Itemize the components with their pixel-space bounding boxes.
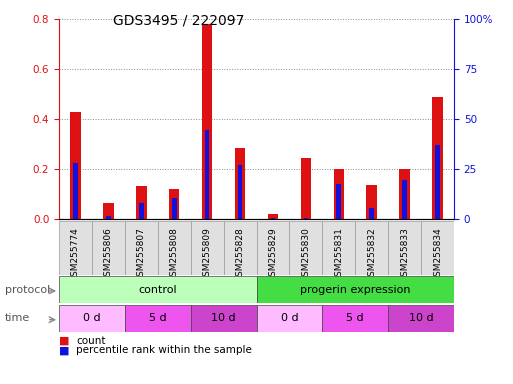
Bar: [106, 217, 111, 219]
Text: 0 d: 0 d: [281, 313, 298, 323]
Bar: [224, 221, 256, 275]
Bar: [59, 276, 256, 303]
Text: GSM255774: GSM255774: [71, 227, 80, 282]
Text: 5 d: 5 d: [346, 313, 364, 323]
Text: GSM255809: GSM255809: [203, 227, 212, 282]
Text: GSM255808: GSM255808: [170, 227, 179, 282]
Text: progerin expression: progerin expression: [300, 285, 410, 295]
Text: 10 d: 10 d: [211, 313, 236, 323]
Text: 5 d: 5 d: [149, 313, 167, 323]
Bar: [399, 169, 410, 219]
Text: count: count: [76, 336, 106, 346]
Bar: [103, 203, 114, 219]
Bar: [59, 221, 92, 275]
Text: GSM255828: GSM255828: [235, 227, 245, 282]
Text: GSM255834: GSM255834: [433, 227, 442, 282]
Bar: [337, 184, 341, 219]
Bar: [322, 221, 355, 275]
Text: protocol: protocol: [5, 285, 50, 295]
Bar: [388, 305, 454, 332]
Bar: [125, 221, 158, 275]
Bar: [333, 169, 344, 219]
Text: GSM255806: GSM255806: [104, 227, 113, 282]
Bar: [256, 305, 322, 332]
Bar: [191, 221, 224, 275]
Text: GSM255830: GSM255830: [301, 227, 310, 282]
Bar: [92, 221, 125, 275]
Bar: [136, 187, 147, 219]
Bar: [256, 276, 454, 303]
Text: 0 d: 0 d: [83, 313, 101, 323]
Bar: [289, 221, 322, 275]
Bar: [402, 180, 407, 219]
Bar: [238, 165, 242, 219]
Bar: [205, 130, 209, 219]
Bar: [369, 208, 374, 219]
Bar: [421, 221, 454, 275]
Bar: [432, 97, 443, 219]
Text: GSM255807: GSM255807: [137, 227, 146, 282]
Text: 10 d: 10 d: [409, 313, 433, 323]
Bar: [202, 24, 212, 219]
Bar: [301, 158, 311, 219]
Text: GSM255831: GSM255831: [334, 227, 343, 282]
Bar: [139, 203, 144, 219]
Bar: [235, 148, 245, 219]
Bar: [191, 305, 256, 332]
Text: GSM255829: GSM255829: [268, 227, 278, 282]
Text: GSM255832: GSM255832: [367, 227, 376, 282]
Bar: [125, 305, 191, 332]
Bar: [271, 218, 275, 219]
Bar: [59, 305, 125, 332]
Text: GDS3495 / 222097: GDS3495 / 222097: [113, 13, 244, 27]
Bar: [355, 221, 388, 275]
Bar: [268, 214, 278, 219]
Bar: [70, 112, 81, 219]
Bar: [366, 185, 377, 219]
Text: control: control: [139, 285, 177, 295]
Text: GSM255833: GSM255833: [400, 227, 409, 282]
Bar: [169, 189, 180, 219]
Bar: [172, 198, 176, 219]
Text: ■: ■: [59, 345, 69, 355]
Bar: [322, 305, 388, 332]
Bar: [73, 163, 78, 219]
Bar: [304, 218, 308, 219]
Text: ■: ■: [59, 336, 69, 346]
Bar: [388, 221, 421, 275]
Bar: [435, 145, 440, 219]
Bar: [256, 221, 289, 275]
Bar: [158, 221, 191, 275]
Text: time: time: [5, 313, 30, 323]
Text: percentile rank within the sample: percentile rank within the sample: [76, 345, 252, 355]
